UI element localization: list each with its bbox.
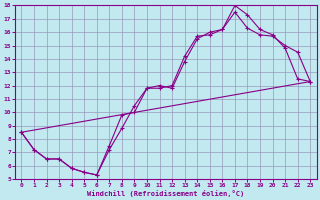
X-axis label: Windchill (Refroidissement éolien,°C): Windchill (Refroidissement éolien,°C)	[87, 190, 244, 197]
